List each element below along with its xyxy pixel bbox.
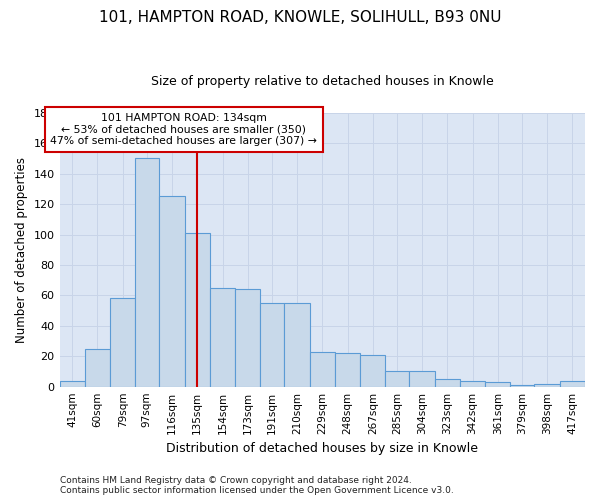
Bar (434, 379, 460, 386)
Bar (284, 303, 310, 386)
Bar (409, 372, 434, 386)
Bar (360, 354, 385, 386)
Text: 101 HAMPTON ROAD: 134sqm
← 53% of detached houses are smaller (350)
47% of semi-: 101 HAMPTON ROAD: 134sqm ← 53% of detach… (50, 113, 317, 146)
Bar (135, 158, 160, 386)
Bar (335, 353, 360, 386)
Bar (310, 352, 335, 386)
Bar (385, 372, 409, 386)
Bar (485, 382, 510, 386)
Bar (460, 380, 485, 386)
Bar (185, 233, 210, 386)
Title: Size of property relative to detached houses in Knowle: Size of property relative to detached ho… (151, 75, 494, 88)
Bar (235, 290, 260, 386)
Bar (210, 288, 235, 386)
Bar (59, 380, 85, 386)
Bar (160, 196, 185, 386)
Bar (260, 303, 284, 386)
Text: Contains HM Land Registry data © Crown copyright and database right 2024.
Contai: Contains HM Land Registry data © Crown c… (60, 476, 454, 495)
Bar (535, 384, 560, 386)
Bar (560, 380, 585, 386)
Y-axis label: Number of detached properties: Number of detached properties (15, 156, 28, 342)
Bar (510, 385, 535, 386)
Text: 101, HAMPTON ROAD, KNOWLE, SOLIHULL, B93 0NU: 101, HAMPTON ROAD, KNOWLE, SOLIHULL, B93… (99, 10, 501, 25)
Bar (110, 298, 135, 386)
X-axis label: Distribution of detached houses by size in Knowle: Distribution of detached houses by size … (166, 442, 478, 455)
Bar (85, 348, 110, 387)
